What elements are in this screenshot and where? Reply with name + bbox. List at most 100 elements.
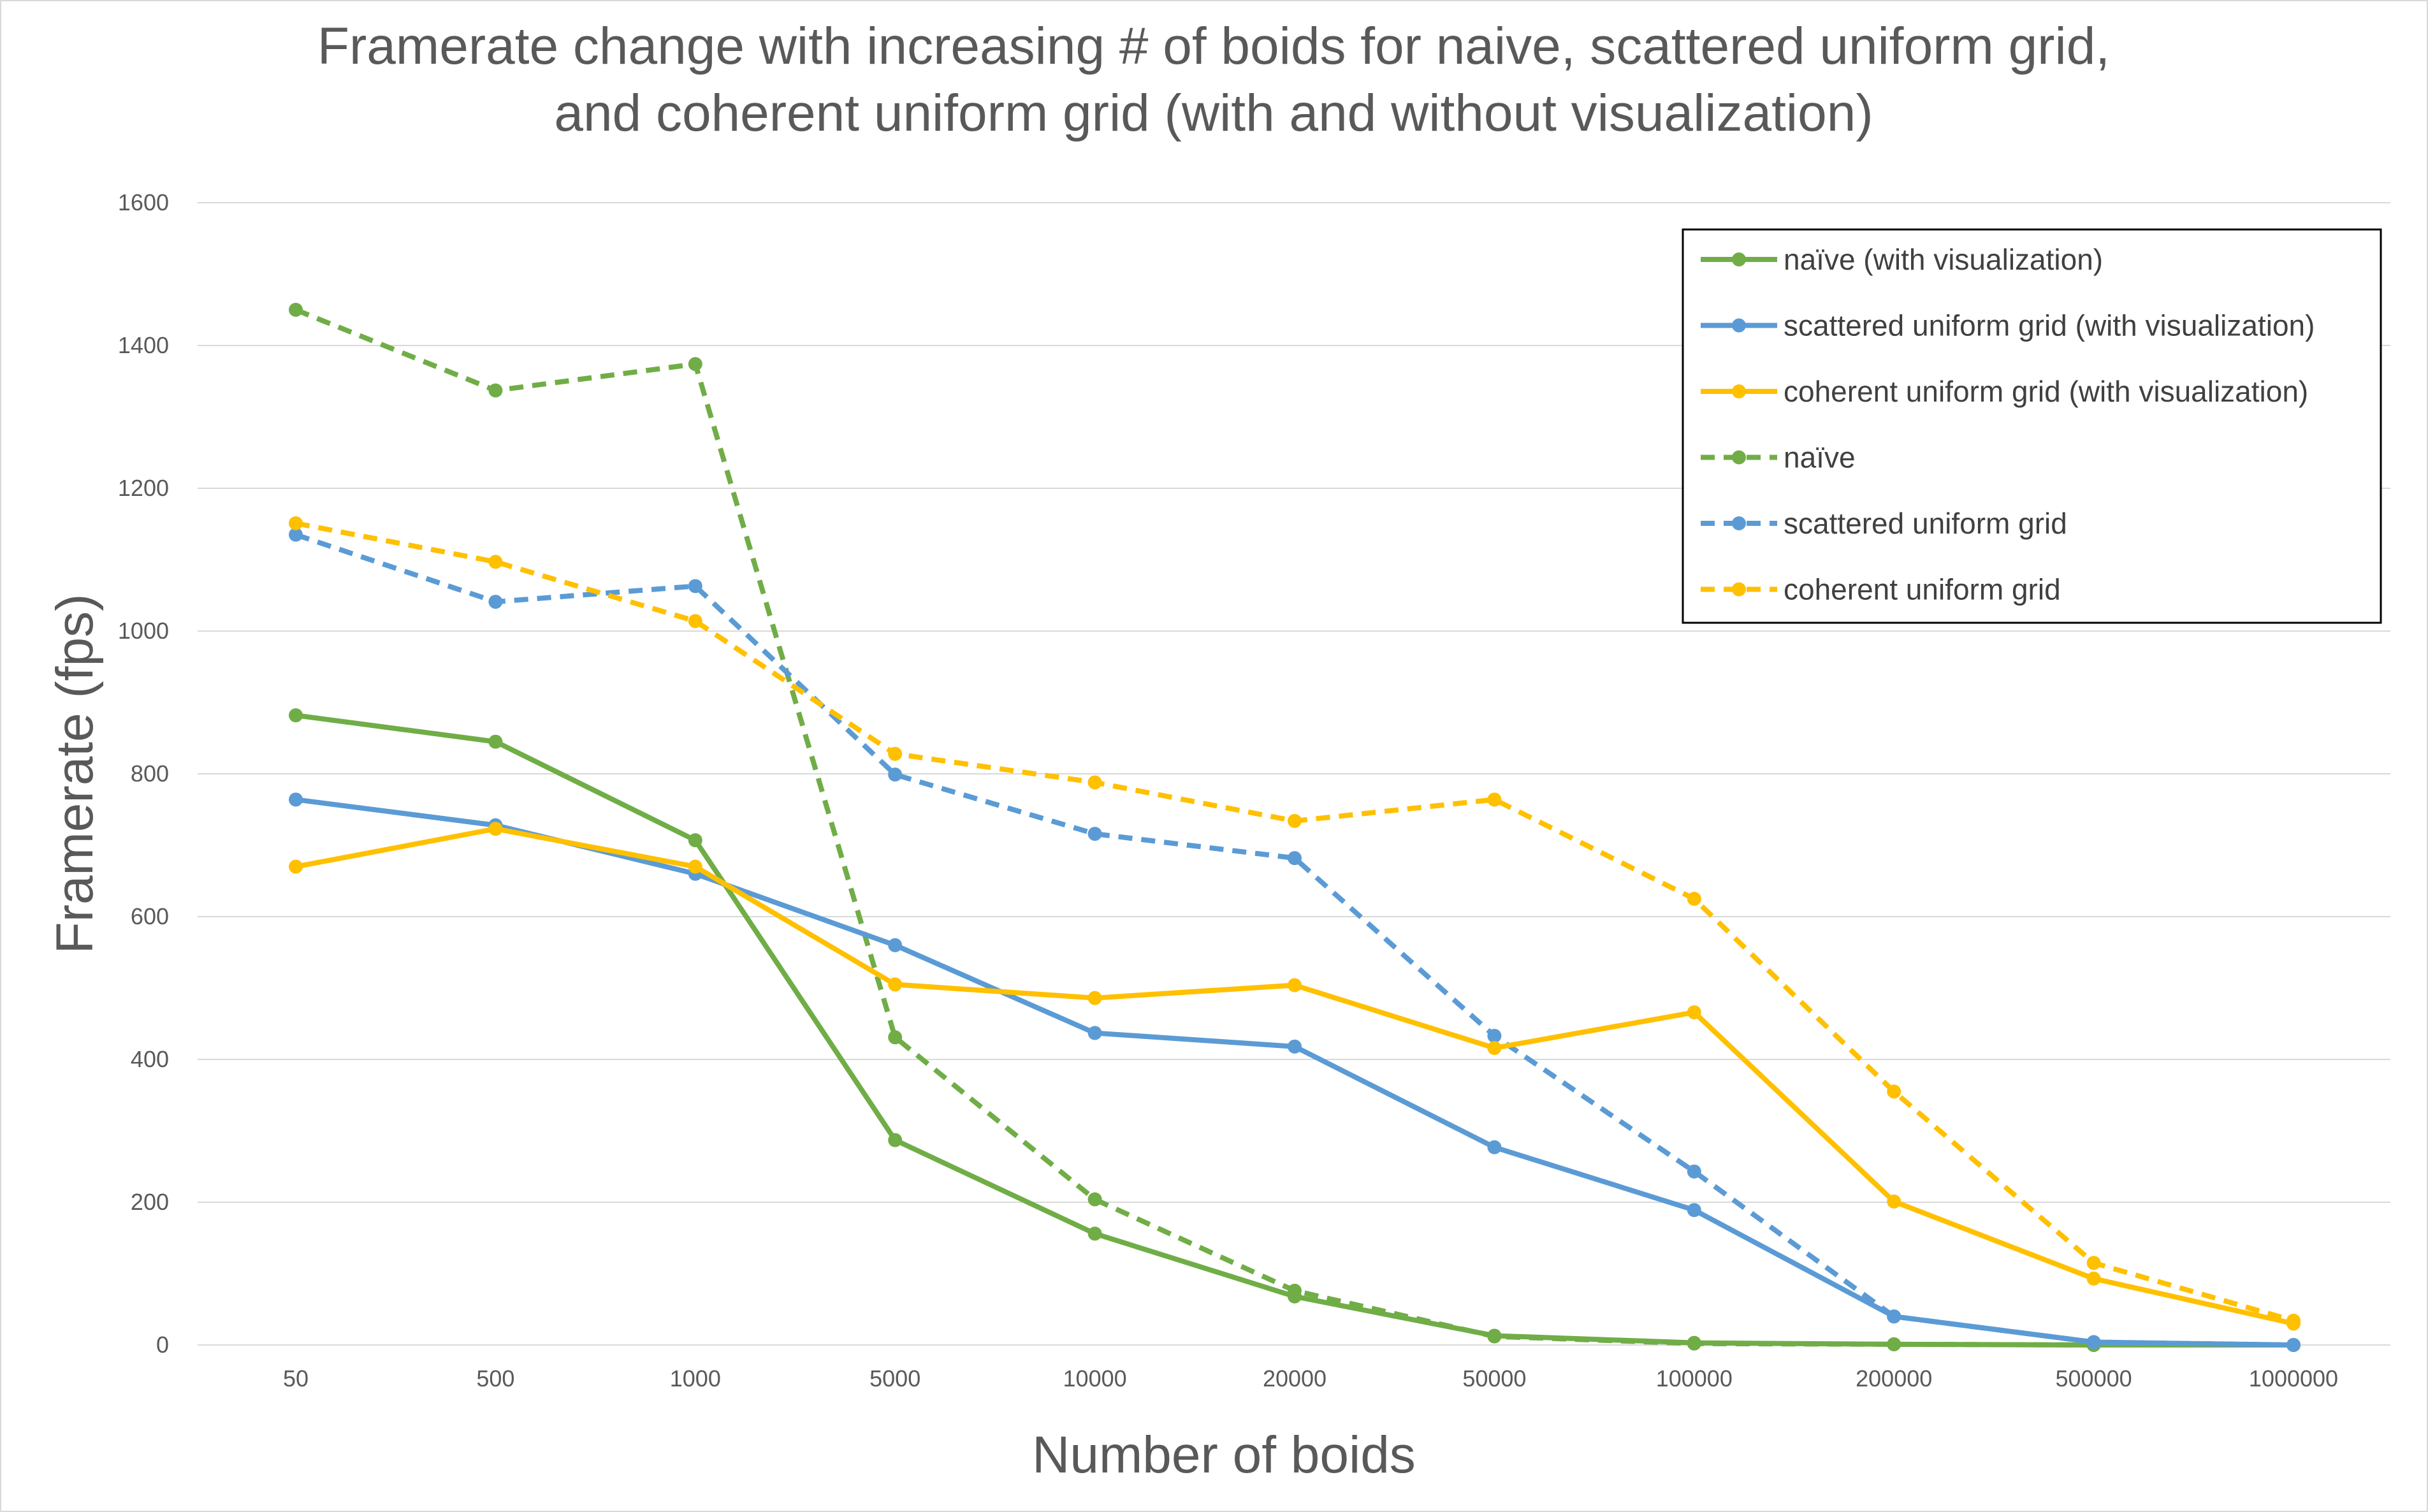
data-point: [1087, 775, 1102, 790]
data-point: [688, 833, 702, 848]
data-point: [688, 357, 702, 372]
x-axis-title: Number of boids: [1032, 1426, 1416, 1484]
legend-marker: [1732, 450, 1746, 465]
series-0: [289, 708, 2301, 1352]
x-axis-ticks: 50 500 1000 5000 10000 20000 50000 100000 200000…: [283, 1365, 2338, 1392]
data-point: [1288, 1039, 1302, 1054]
data-point: [888, 746, 903, 761]
data-point: [888, 977, 903, 992]
x-tick-label: 50000: [1462, 1365, 1526, 1392]
data-point: [1687, 1203, 1701, 1218]
y-tick-label: 1000: [118, 618, 169, 644]
legend-item: naïve (with visualization): [1701, 243, 2103, 276]
data-point: [688, 859, 702, 874]
y-tick-label: 200: [131, 1189, 169, 1215]
y-tick-label: 600: [131, 903, 169, 929]
legend-label: coherent uniform grid (with visualizatio…: [1784, 375, 2308, 408]
legend-marker: [1732, 516, 1746, 530]
legend-marker: [1732, 384, 1746, 398]
data-point: [688, 579, 702, 593]
legend-marker: [1732, 252, 1746, 266]
data-point: [1487, 1328, 1502, 1343]
series-line-5: [295, 520, 2295, 1323]
data-point: [1687, 1005, 1701, 1020]
data-point: [1887, 1084, 1901, 1099]
data-point: [1288, 1289, 1302, 1304]
data-point: [2086, 1256, 2101, 1270]
data-point: [888, 767, 903, 782]
data-point: [1487, 1140, 1502, 1154]
legend-label: scattered uniform grid: [1784, 507, 2067, 540]
data-point: [1687, 1335, 1701, 1350]
legend-item: naïve: [1701, 441, 1856, 474]
series-line-0: [293, 713, 2296, 1348]
data-point: [1487, 1029, 1502, 1043]
x-tick-label: 20000: [1263, 1365, 1327, 1392]
x-tick-label: 100000: [1656, 1365, 1733, 1392]
data-point: [1487, 1041, 1502, 1056]
data-point: [888, 938, 903, 952]
data-point: [1087, 991, 1102, 1005]
data-point: [1087, 1026, 1102, 1040]
data-point: [688, 614, 702, 629]
chart-title-line-2: and coherent uniform grid (with and with…: [554, 84, 1873, 142]
series-1: [289, 792, 2301, 1352]
data-point: [2286, 1316, 2301, 1331]
legend-item: coherent uniform grid (with visualizatio…: [1701, 375, 2308, 408]
legend-label: coherent uniform grid: [1784, 573, 2061, 606]
y-axis-title: Framerate (fps): [46, 594, 104, 954]
data-point: [1087, 1226, 1102, 1241]
legend-marker: [1732, 582, 1746, 597]
data-point: [289, 516, 303, 530]
data-point: [488, 822, 503, 836]
legend-item: scattered uniform grid: [1701, 507, 2067, 540]
legend-box: [1682, 228, 2382, 624]
y-axis-ticks: 0 200 400 600 800 1000 1200 1400 1600: [118, 189, 169, 1358]
y-tick-label: 400: [131, 1046, 169, 1072]
series-line-2: [293, 826, 2296, 1327]
data-point: [289, 792, 303, 807]
y-tick-label: 1600: [118, 189, 169, 215]
data-point: [888, 1133, 903, 1147]
x-tick-label: 200000: [1856, 1365, 1932, 1392]
legend-label: naïve: [1784, 441, 1856, 474]
series-lines: [289, 303, 2301, 1352]
series-line-4: [294, 532, 2294, 1348]
data-point: [1887, 1194, 1901, 1209]
y-tick-label: 0: [156, 1332, 169, 1358]
data-point: [2086, 1271, 2101, 1286]
series-line-1: [293, 797, 2296, 1348]
data-point: [1487, 792, 1502, 807]
chart-title-line-1: Framerate change with increasing # of bo…: [317, 17, 2110, 75]
data-point: [1087, 827, 1102, 841]
data-point: [488, 383, 503, 398]
data-point: [289, 859, 303, 874]
x-tick-label: 500: [476, 1365, 514, 1392]
data-point: [488, 734, 503, 749]
data-point: [1288, 978, 1302, 992]
data-point: [1687, 1164, 1701, 1179]
legend-item: scattered uniform grid (with visualizati…: [1701, 309, 2315, 342]
series-4: [289, 527, 2301, 1352]
y-tick-label: 800: [131, 760, 169, 787]
data-point: [1288, 851, 1302, 866]
x-tick-label: 1000: [670, 1365, 721, 1392]
y-tick-label: 1200: [118, 475, 169, 501]
data-point: [488, 595, 503, 609]
data-point: [1087, 1192, 1102, 1207]
y-tick-label: 1400: [118, 332, 169, 358]
data-point: [488, 555, 503, 569]
x-tick-label: 1000000: [2249, 1365, 2338, 1392]
data-point: [2086, 1335, 2101, 1349]
data-point: [289, 527, 303, 542]
data-point: [1887, 1309, 1901, 1324]
data-point: [888, 1030, 903, 1045]
data-point: [2286, 1338, 2301, 1352]
legend-marker: [1732, 318, 1746, 333]
data-point: [1288, 813, 1302, 828]
legend-item: coherent uniform grid: [1701, 573, 2061, 606]
x-tick-label: 50: [283, 1365, 309, 1392]
data-point: [1687, 892, 1701, 906]
x-tick-label: 500000: [2056, 1365, 2132, 1392]
